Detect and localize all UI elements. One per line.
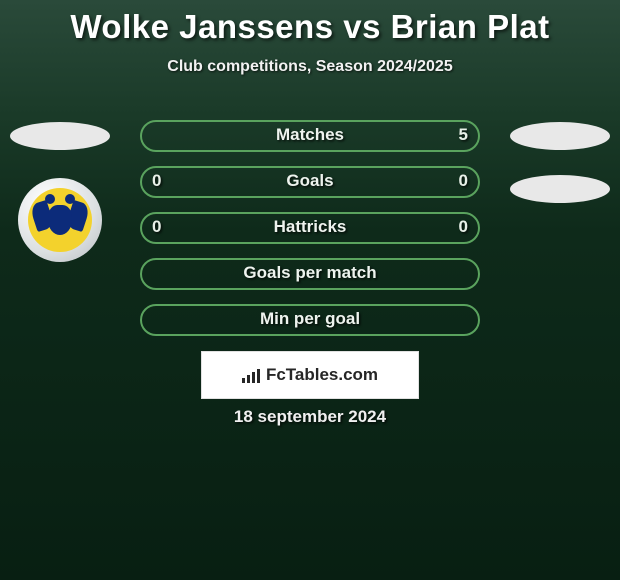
stat-label: Goals (142, 171, 478, 191)
stat-label: Hattricks (142, 217, 478, 237)
date-text: 18 september 2024 (0, 407, 620, 427)
stat-right-value: 0 (459, 217, 468, 237)
branding-box[interactable]: FcTables.com (201, 351, 419, 399)
stat-row: Matches 5 (0, 120, 620, 166)
stat-label: Matches (142, 125, 478, 145)
stat-row: Goals per match (0, 258, 620, 304)
stat-label: Min per goal (142, 309, 478, 329)
comparison-card: Wolke Janssens vs Brian Plat Club compet… (0, 0, 620, 580)
card-subtitle: Club competitions, Season 2024/2025 (0, 58, 620, 76)
card-title: Wolke Janssens vs Brian Plat (0, 0, 620, 46)
branding-text: FcTables.com (266, 365, 378, 385)
stat-right-value: 0 (459, 171, 468, 191)
stat-row: Min per goal (0, 304, 620, 350)
stats-list: Matches 5 0 Goals 0 0 Hattricks 0 Goals … (0, 120, 620, 350)
stat-row: 0 Hattricks 0 (0, 212, 620, 258)
stat-right-value: 5 (459, 125, 468, 145)
stat-row: 0 Goals 0 (0, 166, 620, 212)
chart-icon (242, 367, 262, 383)
stat-label: Goals per match (142, 263, 478, 283)
